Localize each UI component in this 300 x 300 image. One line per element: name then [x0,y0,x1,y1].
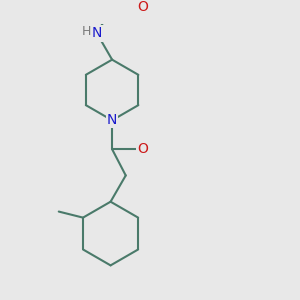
Text: N: N [92,26,102,40]
Text: N: N [107,113,117,127]
Text: H: H [82,26,91,38]
Text: O: O [137,0,148,14]
Text: O: O [137,142,148,156]
